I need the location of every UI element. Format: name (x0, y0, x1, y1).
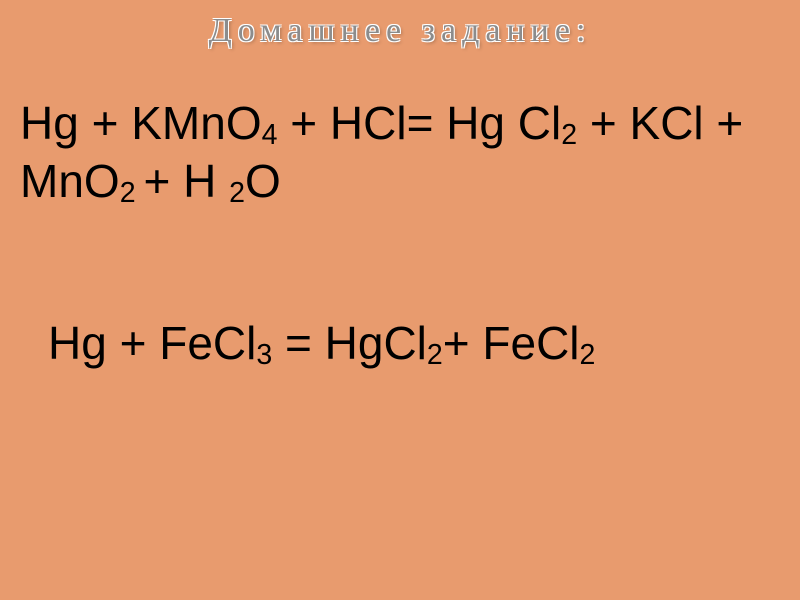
equations-body: Hg + KMnO4 + HCl= Hg Cl2 + KCl + MnO2 + … (20, 95, 780, 373)
slide-title: Домашнее задание: (0, 12, 800, 50)
slide-container: Домашнее задание: Hg + KMnO4 + HCl= Hg C… (0, 0, 800, 600)
equation-1: Hg + KMnO4 + HCl= Hg Cl2 + KCl + MnO2 + … (20, 95, 780, 210)
equation-2: Hg + FeCl3 = HgCl2+ FeCl2 (20, 315, 780, 373)
